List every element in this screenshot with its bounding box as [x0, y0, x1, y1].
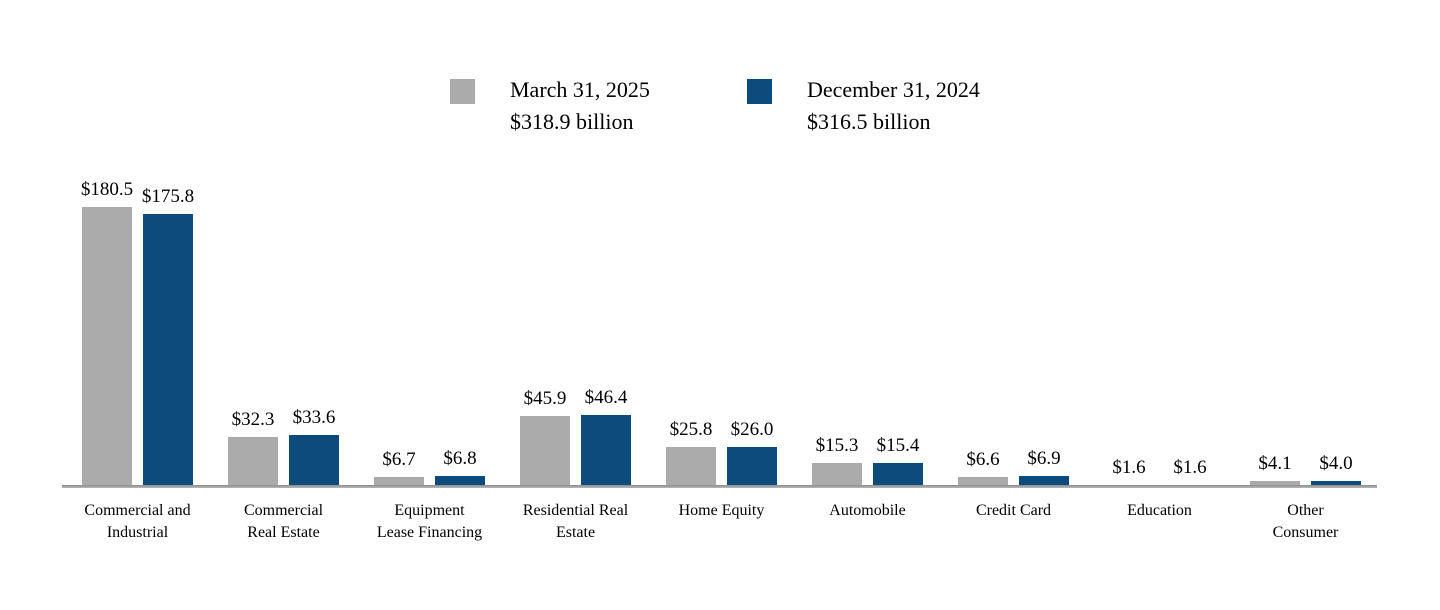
- category-label: Equipment Lease Financing: [376, 502, 483, 541]
- bar-value-label: $15.3: [815, 435, 859, 457]
- bars-row: $25.8 $26.0: [666, 418, 777, 487]
- bar-december-2024: [289, 434, 339, 487]
- category-label: Credit Card: [975, 502, 1052, 519]
- bar-value-label: $4.1: [1258, 452, 1292, 474]
- bar-group: $32.3 $33.6 Commercial Real Estate: [228, 406, 339, 541]
- x-axis-line: [62, 485, 1377, 488]
- bar-column: $180.5: [80, 178, 134, 487]
- bars-row: $32.3 $33.6: [228, 406, 339, 487]
- bar-march-2025: [520, 415, 570, 487]
- legend-item-march-2025: March 31, 2025 $318.9 billion: [510, 74, 650, 138]
- category-label: Commercial Real Estate: [243, 502, 324, 541]
- bar-column: $6.7: [374, 448, 424, 487]
- bar-value-label: $6.6: [966, 448, 1000, 470]
- bar-december-2024: [581, 415, 631, 487]
- bar-column: $15.3: [812, 434, 862, 487]
- legend-item-december-2024: December 31, 2024 $316.5 billion: [807, 74, 980, 138]
- legend: March 31, 2025 $318.9 billion December 3…: [0, 0, 1440, 150]
- bars-row: $6.7 $6.8: [374, 447, 485, 487]
- bar-value-label: $26.0: [730, 418, 774, 440]
- bar-value-label: $6.9: [1027, 448, 1061, 470]
- bar-march-2025: [374, 476, 424, 487]
- category-label: Other Consumer: [1272, 502, 1339, 541]
- bar-december-2024: [435, 476, 485, 487]
- bar-value-label: $180.5: [80, 179, 134, 200]
- bar-march-2025: [958, 476, 1008, 487]
- bar-december-2024: [873, 463, 923, 487]
- bar-march-2025: [1250, 480, 1300, 487]
- legend-total: $318.9 billion: [510, 109, 634, 134]
- bar-group: $6.6 $6.9 Credit Card: [958, 447, 1069, 519]
- bar-march-2025: [812, 463, 862, 487]
- bar-march-2025: [82, 207, 132, 487]
- bar-column: $26.0: [727, 418, 777, 487]
- bar-column: $45.9: [520, 387, 570, 487]
- bar-column: $4.0: [1311, 452, 1361, 487]
- bar-column: $32.3: [228, 408, 278, 487]
- bar-december-2024: [1311, 480, 1361, 487]
- category-label: Commercial and Industrial: [84, 502, 191, 541]
- bar-value-label: $15.4: [876, 435, 920, 457]
- bar-column: $25.8: [666, 418, 716, 487]
- bars-row: $4.1 $4.0: [1250, 452, 1361, 487]
- category-label: Home Equity: [678, 502, 765, 519]
- bar-groups: $180.5 $175.8 Commercial and Industrial $32.…: [80, 178, 1361, 541]
- bar-group: $25.8 $26.0 Home Equity: [666, 418, 777, 519]
- bar-march-2025: [666, 446, 716, 487]
- bar-group: $1.6 $1.6 Education: [1104, 456, 1215, 519]
- bar-column: $46.4: [581, 386, 631, 487]
- bar-value-label: $175.8: [141, 186, 195, 208]
- legend-label: March 31, 2025: [510, 77, 650, 102]
- bar-group: $15.3 $15.4 Automobile: [812, 434, 923, 519]
- bar-column: $175.8: [141, 185, 195, 487]
- bars-row: $1.6 $1.6: [1104, 456, 1215, 487]
- bars-row: $180.5 $175.8: [80, 178, 195, 487]
- bars-row: $45.9 $46.4: [520, 386, 631, 487]
- bar-value-label: $32.3: [231, 408, 275, 430]
- bar-column: $33.6: [289, 406, 339, 487]
- bar-column: $6.6: [958, 448, 1008, 487]
- bar-december-2024: [143, 214, 193, 487]
- bar-column: $6.8: [435, 447, 485, 487]
- bar-value-label: $25.8: [669, 418, 713, 440]
- bar-value-label: $1.6: [1173, 456, 1207, 478]
- legend-swatch-december-2024: [747, 79, 772, 104]
- bar-group: $45.9 $46.4 Residential Real Estate: [520, 386, 631, 541]
- bar-december-2024: [1019, 476, 1069, 487]
- bar-value-label: $1.6: [1112, 456, 1146, 478]
- bar-column: $1.6: [1165, 456, 1215, 487]
- legend-total: $316.5 billion: [807, 109, 931, 134]
- bar-value-label: $33.6: [292, 406, 336, 428]
- bar-column: $15.4: [873, 434, 923, 487]
- bar-value-label: $6.8: [443, 448, 477, 470]
- bar-value-label: $46.4: [584, 387, 628, 409]
- bar-value-label: $4.0: [1319, 452, 1353, 474]
- bar-group: $180.5 $175.8 Commercial and Industrial: [80, 178, 195, 541]
- legend-swatch-march-2025: [450, 79, 475, 104]
- category-label: Education: [1127, 502, 1192, 519]
- bars-row: $6.6 $6.9: [958, 447, 1069, 487]
- bar-group: $6.7 $6.8 Equipment Lease Financing: [374, 447, 485, 541]
- bar-march-2025: [228, 436, 278, 487]
- bar-group: $4.1 $4.0 Other Consumer: [1250, 452, 1361, 541]
- bars-row: $15.3 $15.4: [812, 434, 923, 487]
- bar-value-label: $45.9: [523, 387, 567, 409]
- bar-column: $6.9: [1019, 447, 1069, 487]
- category-label: Residential Real Estate: [522, 502, 629, 541]
- bar-column: $4.1: [1250, 452, 1300, 487]
- category-label: Automobile: [829, 502, 906, 519]
- bar-value-label: $6.7: [382, 448, 416, 470]
- bar-december-2024: [727, 446, 777, 487]
- bar-column: $1.6: [1104, 456, 1154, 487]
- legend-label: December 31, 2024: [807, 77, 980, 102]
